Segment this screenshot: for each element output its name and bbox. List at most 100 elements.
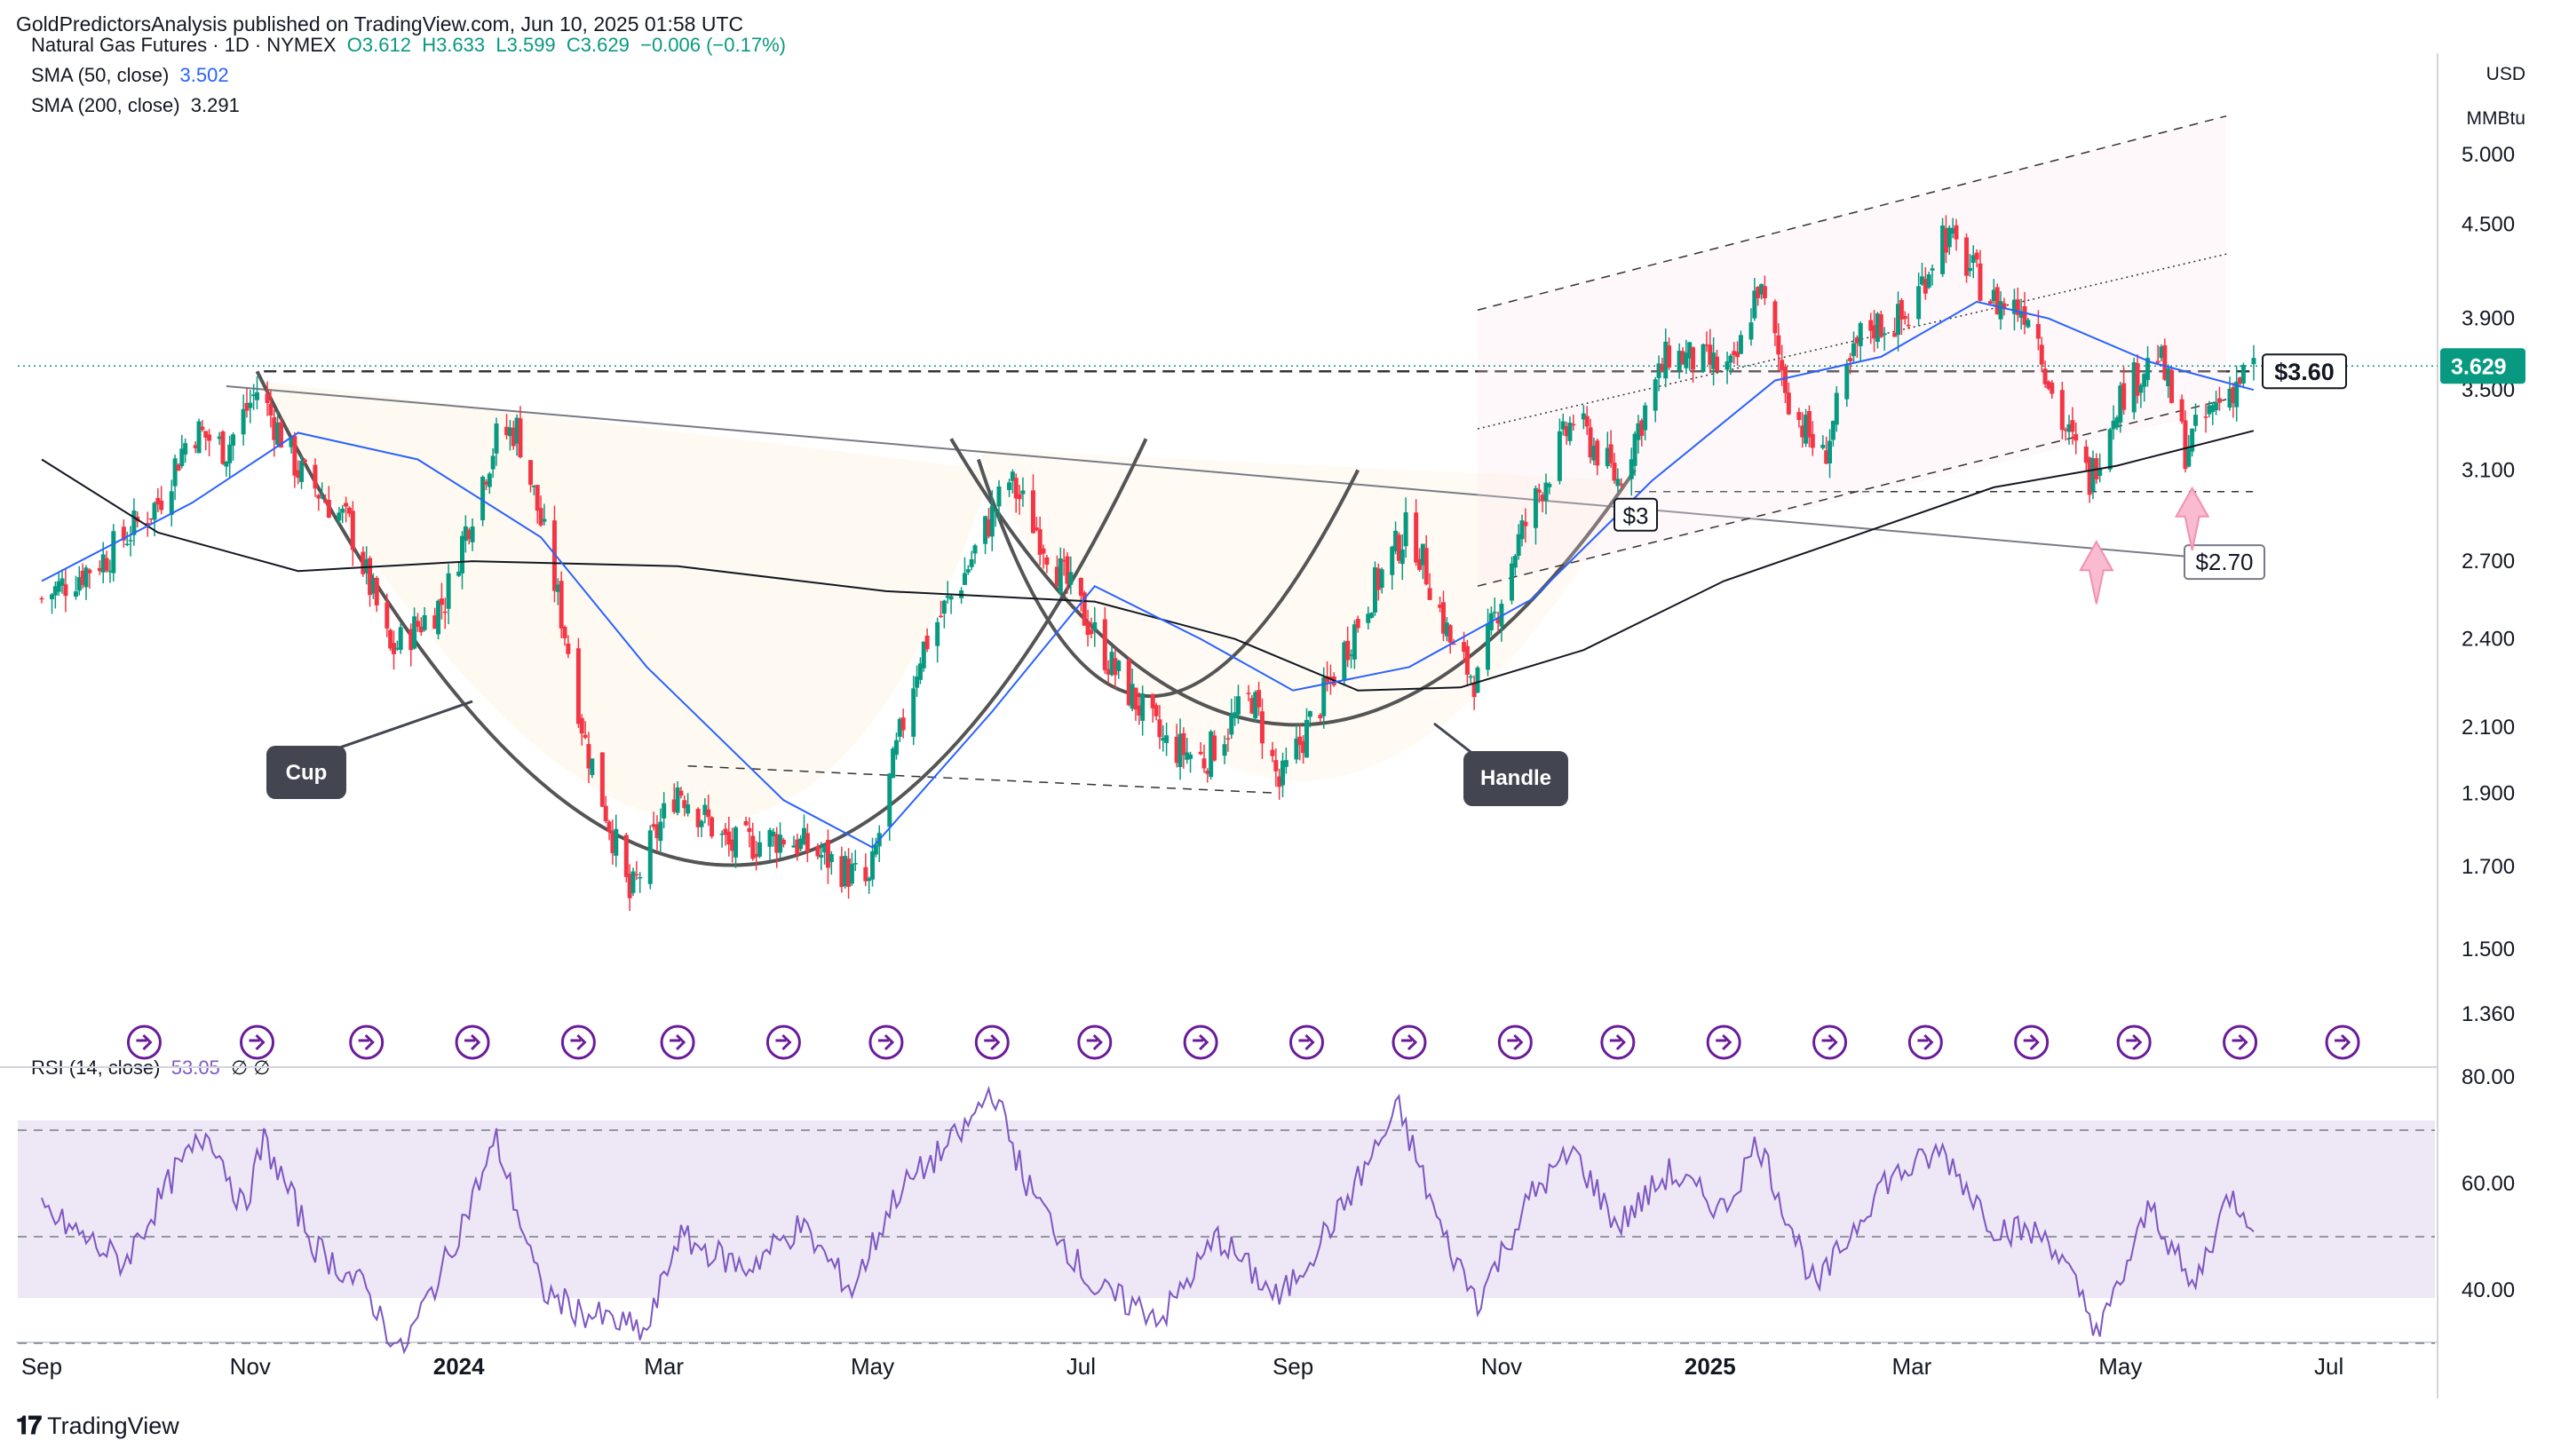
- price-tick-label: 4.500: [2462, 212, 2515, 236]
- candle-body: [1677, 350, 1682, 371]
- candle-body: [2107, 429, 2113, 470]
- candle-body: [124, 543, 130, 546]
- arrow-right-icon: [2335, 1033, 2351, 1051]
- rsi-axis[interactable]: 80.00 60.00 40.00: [2462, 1065, 2515, 1302]
- candle-body: [1701, 344, 1706, 372]
- sma200-legend[interactable]: SMA (200, close) 3.291: [31, 94, 240, 117]
- event-marker[interactable]: [2325, 1025, 2360, 1060]
- event-markers[interactable]: [126, 1025, 2360, 1060]
- candle-body: [1007, 482, 1012, 490]
- event-marker[interactable]: [1077, 1025, 1113, 1060]
- event-marker[interactable]: [1183, 1025, 1218, 1060]
- candle-body: [1280, 760, 1286, 786]
- candle-body: [193, 445, 198, 448]
- candle-body: [1571, 423, 1576, 426]
- event-icon: [1907, 1025, 1943, 1060]
- candle-body: [535, 485, 540, 511]
- event-icon: [560, 1025, 596, 1060]
- candle-body: [1752, 290, 1757, 319]
- candle-body: [969, 559, 974, 567]
- chart-canvas[interactable]: 5.0004.5003.9003.5003.1002.7002.4002.100…: [0, 0, 2561, 1403]
- current-price-badge[interactable]: [2440, 348, 2525, 384]
- candle-body: [917, 663, 923, 680]
- candle-body: [743, 820, 749, 826]
- candle-body: [152, 502, 157, 520]
- sma200-line: [41, 430, 2255, 692]
- candle-body: [771, 831, 776, 837]
- candle-body: [747, 827, 752, 833]
- candle-body: [1902, 315, 1907, 320]
- candle-body: [1054, 566, 1059, 587]
- symbol-name[interactable]: Natural Gas Futures · 1D · NYMEX: [31, 34, 337, 56]
- event-marker[interactable]: [1812, 1025, 1848, 1060]
- event-marker[interactable]: [560, 1025, 596, 1060]
- candle-body: [586, 744, 591, 769]
- candle-body: [1667, 345, 1672, 368]
- event-marker[interactable]: [2223, 1025, 2258, 1060]
- candle-body: [56, 581, 61, 592]
- candle-body: [1868, 320, 1874, 331]
- event-marker[interactable]: [1706, 1025, 1741, 1060]
- event-marker[interactable]: [126, 1025, 162, 1060]
- currency-label[interactable]: USD: [2486, 64, 2525, 84]
- time-axis[interactable]: Sep Nov 2024 Mar May Jul Sep Nov 2025 Mar May Jul: [21, 1353, 2343, 1380]
- candle-body: [1297, 736, 1303, 746]
- candle-body: [1615, 479, 1621, 487]
- candle-body: [340, 508, 345, 513]
- candle-body: [350, 510, 355, 550]
- candle-body: [374, 577, 379, 605]
- candle-body: [843, 856, 848, 887]
- handle-curve: [949, 438, 1637, 727]
- event-marker[interactable]: [349, 1025, 385, 1060]
- candle-body: [1619, 483, 1624, 486]
- event-marker[interactable]: [1392, 1025, 1427, 1060]
- candle-body: [575, 648, 581, 724]
- handle-callout-pointer: [1433, 722, 1475, 756]
- event-marker[interactable]: [2116, 1025, 2152, 1060]
- arrow-right-icon: [1086, 1033, 1103, 1051]
- candle-body: [1796, 412, 1802, 421]
- event-marker[interactable]: [765, 1025, 801, 1060]
- event-marker[interactable]: [2014, 1025, 2050, 1060]
- event-marker[interactable]: [455, 1025, 490, 1060]
- candle-body: [50, 594, 55, 599]
- candle-body: [686, 804, 691, 814]
- time-tick-label: Nov: [230, 1353, 271, 1380]
- candle-body: [2050, 383, 2055, 394]
- candle-body: [244, 402, 250, 411]
- event-marker[interactable]: [660, 1025, 695, 1060]
- candle-body: [1725, 361, 1730, 370]
- event-marker[interactable]: [1600, 1025, 1636, 1060]
- event-marker[interactable]: [240, 1025, 275, 1060]
- event-marker[interactable]: [1907, 1025, 1943, 1060]
- candle-body: [921, 641, 926, 669]
- candle-body: [983, 516, 988, 544]
- event-marker[interactable]: [974, 1025, 1010, 1060]
- sma50-legend[interactable]: SMA (50, close) 3.502: [31, 64, 229, 87]
- candle-body: [1519, 520, 1525, 540]
- candle-body: [1486, 623, 1491, 670]
- event-marker[interactable]: [868, 1025, 904, 1060]
- candle-body: [169, 491, 174, 515]
- candle-body: [2063, 429, 2068, 431]
- candle-body: [1417, 558, 1423, 570]
- candle-body: [2238, 377, 2243, 384]
- event-icon: [1288, 1025, 1324, 1060]
- candle-body: [1629, 459, 1634, 479]
- unit-label[interactable]: MMBtu: [2466, 108, 2525, 129]
- event-marker[interactable]: [1497, 1025, 1533, 1060]
- candle-body: [849, 864, 854, 884]
- candle-body: [1399, 550, 1405, 565]
- candle-body: [1427, 588, 1432, 600]
- candle-body: [1037, 529, 1043, 555]
- candle-body: [344, 502, 349, 507]
- candle-body: [939, 615, 944, 618]
- candle-body: [183, 443, 188, 455]
- candle-body: [1414, 512, 1419, 563]
- candle-body: [948, 596, 954, 600]
- sma200-label: SMA (200, close): [31, 94, 180, 116]
- candle-body: [1495, 617, 1501, 624]
- event-marker[interactable]: [1288, 1025, 1324, 1060]
- price-axis[interactable]: 5.0004.5003.9003.5003.1002.7002.4002.100…: [18, 143, 2525, 1026]
- candle-body: [822, 845, 828, 853]
